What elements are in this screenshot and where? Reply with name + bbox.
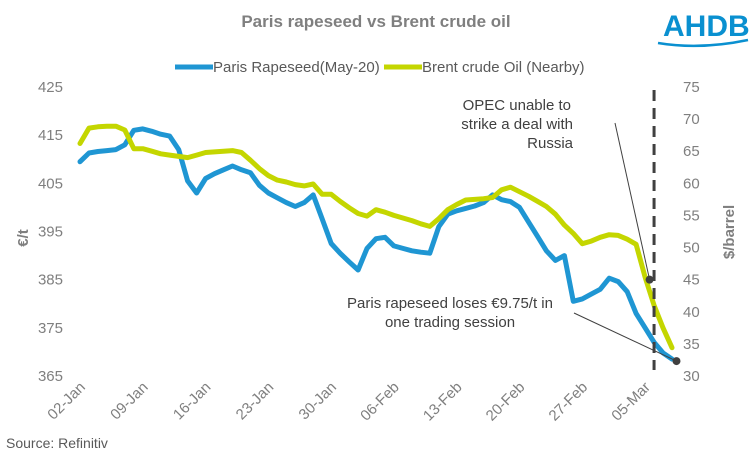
y-tick-label: 405 [38, 175, 63, 192]
x-tick-label: 20-Feb [483, 379, 529, 425]
y2-tick-label: 75 [683, 79, 700, 96]
logo-swoosh [657, 38, 749, 48]
y2-tick-label: 35 [683, 336, 700, 353]
y-axis-right: 75 70 65 60 55 50 45 40 35 30 [683, 79, 700, 385]
chart-title: Paris rapeseed vs Brent crude oil [241, 12, 510, 31]
x-tick-label: 13-Feb [420, 379, 466, 425]
y-tick-label: 375 [38, 320, 63, 337]
y2-tick-label: 65 [683, 143, 700, 160]
x-tick-label: 09-Jan [107, 379, 151, 423]
x-tick-label: 05-Mar [608, 379, 654, 425]
y2-tick-label: 70 [683, 111, 700, 128]
x-tick-label: 30-Jan [296, 379, 340, 423]
x-tick-label: 16-Jan [170, 379, 214, 423]
y2-tick-label: 60 [683, 175, 700, 192]
y2-tick-label: 55 [683, 207, 700, 224]
legend-label: Paris Rapeseed(May-20) [213, 59, 380, 76]
legend-label: Brent crude Oil (Nearby) [422, 59, 585, 76]
x-tick-label: 23-Jan [233, 379, 277, 423]
x-axis: 02-Jan 09-Jan 16-Jan 23-Jan 30-Jan 06-Feb 13-F… [44, 379, 654, 425]
ahdb-logo: AHDB [657, 10, 750, 48]
annotation-text: strike a deal with [461, 116, 573, 133]
annotation-text: Russia [527, 135, 574, 152]
series-line [77, 123, 675, 351]
logo-text: AHDB [663, 10, 750, 43]
y-axis-left: 425 415 405 395 385 375 365 [38, 79, 63, 385]
y-axis-label: €/t [15, 229, 32, 247]
source-note: Source: Refinitiv [6, 435, 108, 451]
annotation-text: OPEC unable to [463, 97, 571, 114]
x-tick-label: 06-Feb [357, 379, 403, 425]
series-layer [77, 90, 675, 370]
annotation-leader [614, 122, 651, 280]
annotation-point [672, 357, 681, 366]
y-tick-label: 385 [38, 272, 63, 289]
annotation-text: one trading session [385, 314, 515, 331]
y-tick-label: 365 [38, 368, 63, 385]
series-line [77, 126, 675, 362]
x-tick-label: 02-Jan [44, 379, 88, 423]
annotations: OPEC unable to strike a deal with Russia Pa… [347, 97, 681, 366]
annotation-text: Paris rapeseed loses €9.75/t in [347, 295, 553, 312]
y2-tick-label: 50 [683, 240, 700, 257]
legend: Paris Rapeseed(May-20) Brent crude Oil (N… [175, 59, 585, 76]
y2-tick-label: 45 [683, 272, 700, 289]
x-tick-label: 27-Feb [546, 379, 592, 425]
y2-axis-label: $/barrel [721, 205, 738, 259]
annotation-leader [573, 312, 677, 362]
y-tick-label: 425 [38, 79, 63, 96]
y-tick-label: 415 [38, 127, 63, 144]
y2-tick-label: 30 [683, 368, 700, 385]
annotation-point [645, 275, 654, 284]
y2-tick-label: 40 [683, 304, 700, 321]
y-tick-label: 395 [38, 224, 63, 241]
